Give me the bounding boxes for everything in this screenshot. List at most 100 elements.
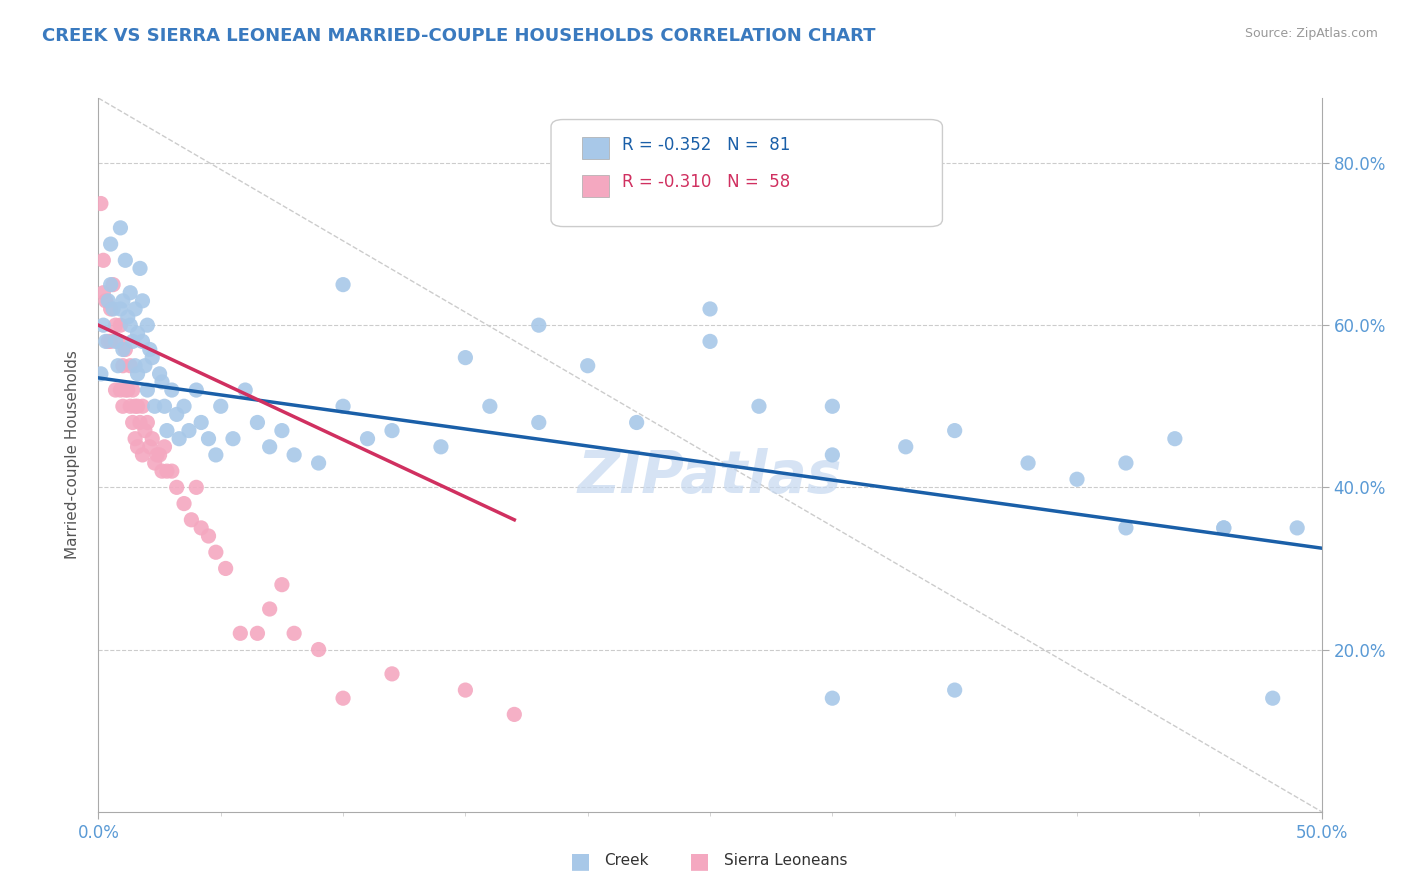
Bar <box>582 175 609 196</box>
Point <box>149 448 172 462</box>
Point <box>139 343 162 357</box>
Point <box>100 237 122 252</box>
Point <box>134 359 156 373</box>
Point <box>180 513 202 527</box>
Point <box>166 480 188 494</box>
Point <box>332 277 354 292</box>
Point <box>104 383 127 397</box>
Point <box>626 416 648 430</box>
Text: ZIPatlas: ZIPatlas <box>578 448 842 505</box>
Point <box>91 253 114 268</box>
Text: Creek: Creek <box>605 854 650 868</box>
Point <box>127 399 149 413</box>
Point <box>308 642 330 657</box>
Point <box>308 456 330 470</box>
Point <box>821 399 844 413</box>
Point <box>332 691 354 706</box>
Point <box>136 383 159 397</box>
Point <box>821 691 844 706</box>
Point <box>186 480 208 494</box>
Point <box>117 383 139 397</box>
Point <box>110 383 132 397</box>
Point <box>186 383 208 397</box>
Point <box>90 196 112 211</box>
Point <box>90 367 112 381</box>
Point <box>190 521 212 535</box>
Point <box>283 448 305 462</box>
Point <box>699 301 721 316</box>
Text: R = -0.352   N =  81: R = -0.352 N = 81 <box>621 136 790 153</box>
Bar <box>582 136 609 159</box>
Point <box>222 432 245 446</box>
Point <box>205 448 228 462</box>
Point <box>173 497 195 511</box>
Point <box>97 293 120 308</box>
Point <box>120 285 142 300</box>
Point <box>1261 691 1284 706</box>
Point <box>209 399 232 413</box>
Point <box>111 293 134 308</box>
Point <box>94 293 117 308</box>
Point <box>146 448 169 462</box>
Point <box>104 334 127 349</box>
Point <box>141 432 163 446</box>
Point <box>153 399 176 413</box>
Point <box>1212 521 1234 535</box>
Point <box>107 359 129 373</box>
FancyBboxPatch shape <box>551 120 942 227</box>
Point <box>136 416 159 430</box>
Point <box>149 367 172 381</box>
Point <box>527 318 550 333</box>
Y-axis label: Married-couple Households: Married-couple Households <box>65 351 80 559</box>
Point <box>136 318 159 333</box>
Point <box>127 440 149 454</box>
Point <box>454 683 477 698</box>
Point <box>97 334 120 349</box>
Point <box>101 301 124 316</box>
Text: R = -0.310   N =  58: R = -0.310 N = 58 <box>621 173 790 191</box>
Point <box>121 416 143 430</box>
Point <box>114 383 136 397</box>
Point <box>246 626 269 640</box>
Point <box>156 464 179 478</box>
Point <box>91 285 114 300</box>
Text: Source: ZipAtlas.com: Source: ZipAtlas.com <box>1244 27 1378 40</box>
Point <box>110 220 132 235</box>
Point <box>141 351 163 365</box>
Point <box>1212 521 1234 535</box>
Point <box>430 440 453 454</box>
Point <box>114 253 136 268</box>
Point <box>229 626 252 640</box>
Point <box>160 464 183 478</box>
Point <box>150 464 173 478</box>
Point <box>150 375 173 389</box>
Point <box>894 440 917 454</box>
Point <box>156 424 179 438</box>
Point <box>153 440 176 454</box>
Point <box>332 399 354 413</box>
Point <box>111 343 134 357</box>
Point <box>1286 521 1309 535</box>
Point <box>246 416 269 430</box>
Point <box>104 318 127 333</box>
Point <box>576 359 599 373</box>
Point <box>1115 521 1137 535</box>
Point <box>1164 432 1187 446</box>
Point <box>111 359 134 373</box>
Point <box>943 683 966 698</box>
Point <box>124 359 146 373</box>
Point <box>527 416 550 430</box>
Point <box>134 424 156 438</box>
Point <box>503 707 526 722</box>
Point <box>120 399 142 413</box>
Point <box>177 424 200 438</box>
Point <box>110 318 132 333</box>
Point <box>120 359 142 373</box>
Point <box>129 261 152 276</box>
Point <box>748 399 770 413</box>
Point <box>100 301 122 316</box>
Text: ■: ■ <box>689 851 710 871</box>
Point <box>131 399 153 413</box>
Point <box>167 432 190 446</box>
Point <box>943 424 966 438</box>
